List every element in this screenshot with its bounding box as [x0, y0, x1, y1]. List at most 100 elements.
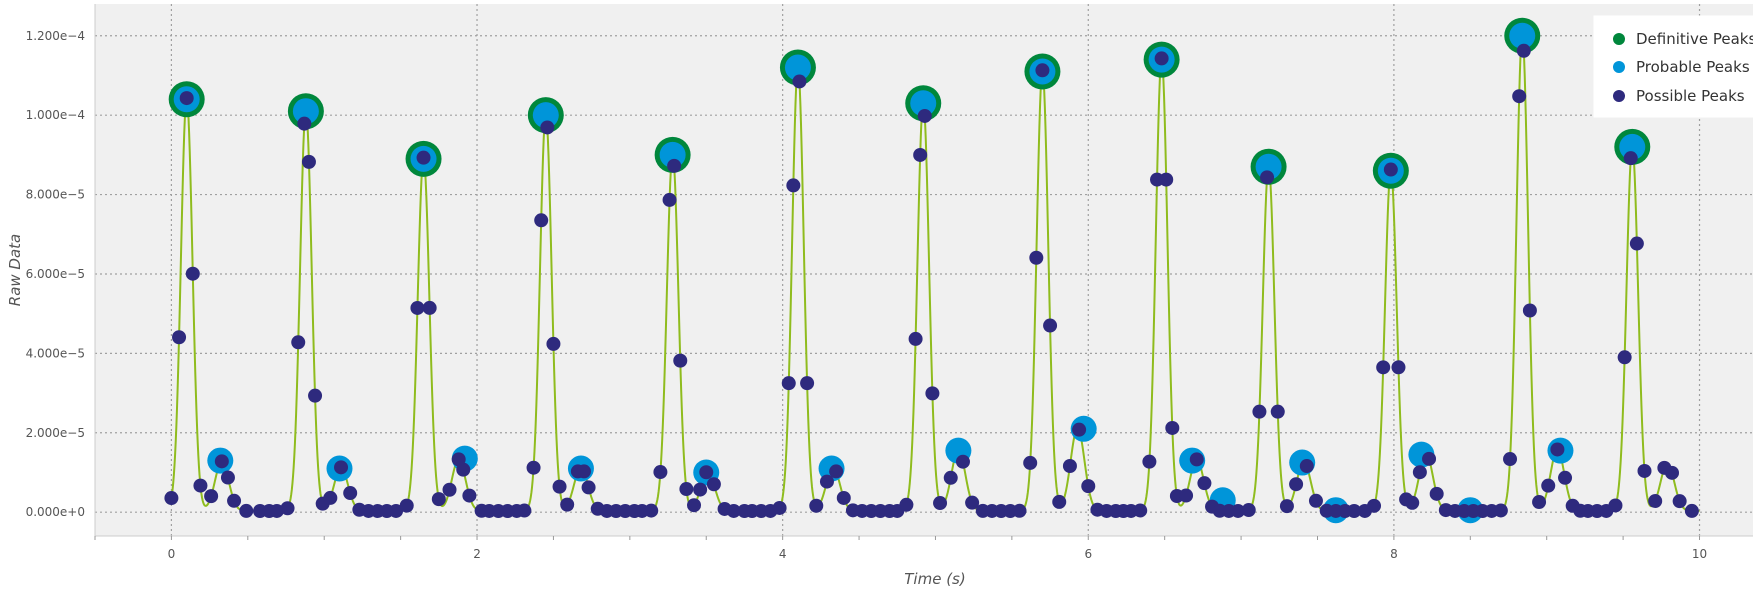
- possible-peak-marker: [1347, 503, 1362, 518]
- possible-peak-marker: [1081, 479, 1096, 494]
- possible-peak-marker: [172, 330, 187, 345]
- x-tick-label: 6: [1084, 547, 1092, 561]
- possible-peak-marker: [1279, 499, 1294, 514]
- possible-peak-marker: [239, 503, 254, 518]
- possible-peak-marker: [291, 335, 306, 350]
- possible-peak-marker: [706, 477, 721, 492]
- possible-peak-marker: [943, 470, 958, 485]
- possible-peak-marker: [1422, 451, 1437, 466]
- possible-peak-marker: [1308, 493, 1323, 508]
- possible-peak-marker: [1072, 422, 1087, 437]
- possible-peak-marker: [1231, 503, 1246, 518]
- possible-peak-marker: [334, 460, 349, 475]
- possible-peak-marker: [1062, 459, 1077, 474]
- y-tick-label: 4.000e−5: [26, 346, 85, 360]
- possible-peak-marker: [1429, 486, 1444, 501]
- x-tick-label: 4: [779, 547, 787, 561]
- probable-peak-marker: [292, 98, 319, 125]
- possible-peak-marker: [517, 503, 532, 518]
- legend-label-possible: Possible Peaks: [1636, 87, 1745, 105]
- possible-peak-marker: [343, 486, 358, 501]
- marker-layer: [164, 17, 1699, 524]
- possible-peak-marker: [1672, 494, 1687, 509]
- possible-peak-marker: [462, 488, 477, 503]
- possible-peak-marker: [1383, 162, 1398, 177]
- possible-peak-marker: [1270, 404, 1285, 419]
- possible-peak-marker: [1629, 236, 1644, 251]
- possible-peak-marker: [1035, 63, 1050, 78]
- possible-peak-marker: [389, 503, 404, 518]
- y-tick-label: 8.000e−5: [26, 188, 85, 202]
- possible-peak-marker: [965, 495, 980, 510]
- possible-peak-marker: [399, 498, 414, 513]
- possible-peak-marker: [185, 266, 200, 281]
- possible-peak-marker: [1133, 503, 1148, 518]
- possible-peak-marker: [193, 478, 208, 493]
- possible-peak-marker: [1165, 420, 1180, 435]
- legend-label-probable: Probable Peaks: [1636, 58, 1750, 76]
- possible-peak-marker: [1012, 503, 1027, 518]
- possible-peak-marker: [308, 388, 323, 403]
- possible-peak-marker: [164, 491, 179, 506]
- possible-peak-marker: [792, 74, 807, 89]
- possible-peak-marker: [1665, 465, 1680, 480]
- possible-peak-marker: [667, 158, 682, 173]
- possible-peak-marker: [431, 492, 446, 507]
- possible-peak-marker: [809, 498, 824, 513]
- legend-marker-definitive: [1613, 33, 1625, 45]
- possible-peak-marker: [540, 120, 555, 135]
- possible-peak-marker: [220, 470, 235, 485]
- possible-peak-marker: [1252, 404, 1267, 419]
- possible-peak-marker: [1289, 477, 1304, 492]
- possible-peak-marker: [1299, 459, 1314, 474]
- possible-peak-marker: [1376, 360, 1391, 375]
- possible-peak-marker: [1550, 442, 1565, 457]
- possible-peak-marker: [546, 336, 561, 351]
- possible-peak-marker: [323, 490, 338, 505]
- possible-peak-marker: [301, 154, 316, 169]
- possible-peak-marker: [1541, 478, 1556, 493]
- probable-peak-marker: [1509, 22, 1536, 49]
- x-tick-label: 2: [473, 547, 481, 561]
- x-tick-label: 10: [1692, 547, 1707, 561]
- possible-peak-marker: [581, 480, 596, 495]
- x-axis-title: Time (s): [904, 570, 965, 588]
- possible-peak-marker: [955, 454, 970, 469]
- y-axis-title: Raw Data: [6, 234, 24, 306]
- possible-peak-marker: [442, 482, 457, 497]
- probable-peak-marker: [910, 90, 937, 117]
- possible-peak-marker: [1189, 452, 1204, 467]
- possible-peak-marker: [933, 496, 948, 511]
- possible-peak-marker: [1684, 503, 1699, 518]
- possible-peak-marker: [662, 192, 677, 207]
- possible-peak-marker: [1391, 360, 1406, 375]
- possible-peak-marker: [1623, 151, 1638, 166]
- possible-peak-marker: [699, 465, 714, 480]
- possible-peak-marker: [1159, 172, 1174, 187]
- possible-peak-marker: [786, 178, 801, 193]
- possible-peak-marker: [560, 497, 575, 512]
- possible-peak-marker: [204, 489, 219, 504]
- possible-peak-marker: [227, 493, 242, 508]
- possible-peak-marker: [819, 474, 834, 489]
- possible-peak-marker: [410, 300, 425, 315]
- possible-peak-marker: [1617, 350, 1632, 365]
- possible-peak-marker: [1052, 494, 1067, 509]
- legend-label-definitive: Definitive Peaks: [1636, 30, 1753, 48]
- y-tick-label: 6.000e−5: [26, 267, 85, 281]
- possible-peak-marker: [1367, 498, 1382, 513]
- y-tick-label: 0.000e+0: [26, 505, 85, 519]
- possible-peak-marker: [1522, 303, 1537, 318]
- possible-peak-marker: [673, 353, 688, 368]
- possible-peak-marker: [644, 503, 659, 518]
- possible-peak-marker: [1608, 498, 1623, 513]
- possible-peak-marker: [214, 454, 229, 469]
- possible-peak-marker: [1179, 488, 1194, 503]
- possible-peak-marker: [1197, 476, 1212, 491]
- possible-peak-marker: [534, 213, 549, 228]
- possible-peak-marker: [1512, 89, 1527, 104]
- y-tick-label: 1.200e−4: [26, 29, 85, 43]
- x-tick-label: 0: [168, 547, 176, 561]
- possible-peak-marker: [269, 503, 284, 518]
